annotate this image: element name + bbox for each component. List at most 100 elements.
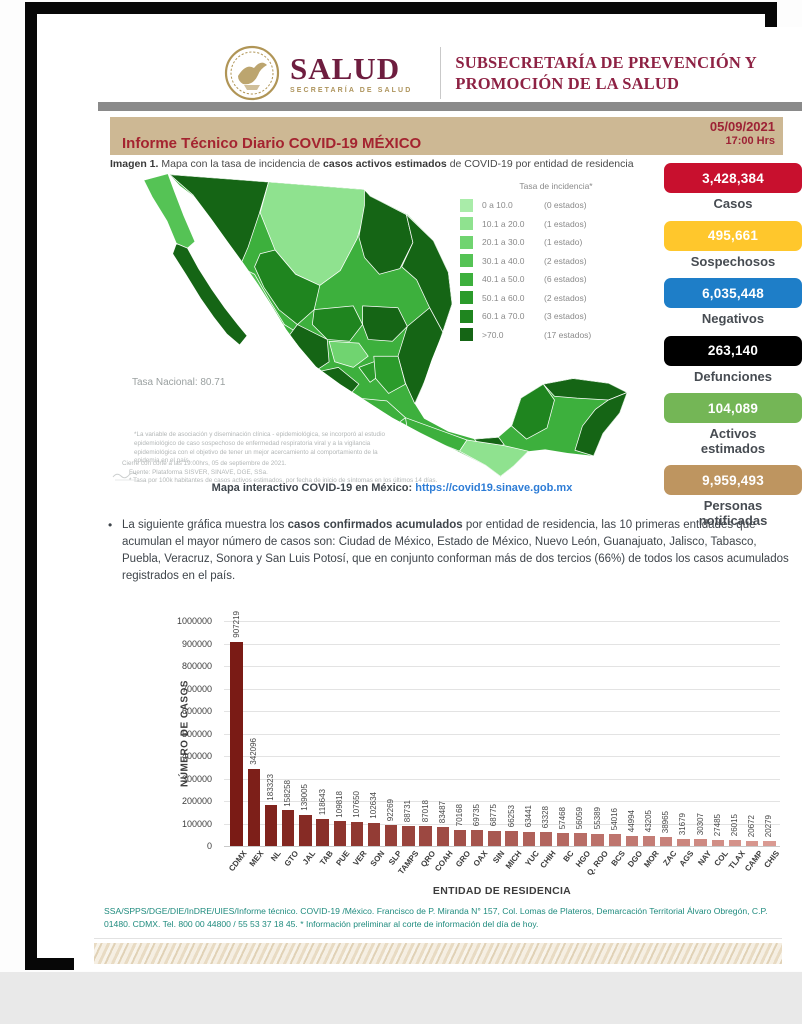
bar-column-SLP: 92269 SLP xyxy=(383,621,403,867)
bar-column-CAMP: 20672 CAMP xyxy=(743,621,765,873)
legend-row: 60.1 a 70.0 (3 estados) xyxy=(460,307,652,326)
bar xyxy=(436,827,450,846)
gridline xyxy=(224,711,780,712)
x-tick-label: COAH xyxy=(433,849,455,874)
stat-label: Negativos xyxy=(701,311,765,327)
y-tick-label: 300000 xyxy=(181,773,212,784)
stat-label: Defunciones xyxy=(693,368,772,384)
bar-column-SIN: 68775 SIN xyxy=(486,621,506,865)
stat-label: Casos xyxy=(713,196,753,211)
map-state-baja-california xyxy=(143,173,196,249)
bar xyxy=(453,830,467,846)
bar-value-label: 27485 xyxy=(712,813,722,836)
bar xyxy=(247,769,260,846)
header: SALUD SECRETARÍA DE SALUD SUBSECRETARÍA … xyxy=(224,41,757,105)
bar-value-label: 158258 xyxy=(283,779,293,807)
stat-value-pill: 3,428,384 xyxy=(664,163,802,193)
bar xyxy=(333,821,346,846)
interactive-map-link-line: Mapa interactivo COVID-19 en México: htt… xyxy=(112,482,672,494)
gridline xyxy=(224,801,780,802)
y-tick-label: 400000 xyxy=(181,751,212,761)
bar xyxy=(419,826,432,846)
bar-column-VER: 107650 VER xyxy=(348,621,369,868)
legend-count: (2 estados) xyxy=(544,255,587,266)
gridline xyxy=(224,621,780,622)
bar-value-label: 55389 xyxy=(592,807,602,830)
legend-row: 40.1 a 50.0 (6 estados) xyxy=(460,270,652,289)
bar-column-Q. ROO: 55389 Q. ROO xyxy=(585,621,610,877)
mexico-incidence-map: Tasa de incidencia* 0 a 10.0 (0 estados) 1… xyxy=(112,169,657,484)
y-tick-label: 0 xyxy=(206,841,212,851)
bar-value-label: 63328 xyxy=(540,805,550,828)
bar-value-label: 183323 xyxy=(265,774,275,801)
stat-value-pill: 6,035,448 xyxy=(664,278,802,309)
bar-column-TAMPS: 88731 TAMPS xyxy=(397,621,421,876)
map-footnote-2: Cierre con corte a las 19:00hrs, 05 de s… xyxy=(122,460,438,484)
interactive-map-link[interactable]: https://covid19.sinave.gob.mx xyxy=(415,482,573,494)
bar-column-COL: 27485 COL xyxy=(709,621,730,868)
bar-value-label: 56059 xyxy=(575,807,585,830)
bar-value-label: 26015 xyxy=(730,813,740,837)
stat-label: Sospechosos xyxy=(690,253,776,269)
bar-column-CDMX: 907219 CDMX xyxy=(227,611,249,873)
x-tick-label: CHIH xyxy=(538,849,559,870)
legend-range: 60.1 a 70.0 xyxy=(482,311,525,322)
bar xyxy=(746,841,759,846)
bar xyxy=(642,836,656,846)
bar-value-label: 68775 xyxy=(489,804,499,827)
x-tick-label: BC xyxy=(561,849,576,864)
bar-value-label: 20672 xyxy=(747,815,757,838)
bar-column-COAH: 83487 COAH xyxy=(433,621,455,873)
bar xyxy=(625,835,639,846)
report-title: Informe Técnico Diario COVID-19 MÉXICO xyxy=(122,135,422,152)
bar xyxy=(299,814,312,846)
image-caption: Imagen 1. Mapa con la tasa de incidencia… xyxy=(110,158,634,170)
gridline xyxy=(224,846,780,847)
report-footer-text: SSA/SPPS/DGE/DIE/InDRE/UIES/Informe técn… xyxy=(104,906,768,930)
stat-value-pill: 495,661 xyxy=(664,220,802,251)
salud-eagle-emblem-icon xyxy=(224,45,280,101)
map-state-zacatecas xyxy=(311,305,363,342)
gridline xyxy=(224,733,780,735)
report-time: 17:00 Hrs xyxy=(725,135,775,148)
legend-row: >70.0 (17 estados) xyxy=(460,326,652,345)
report-page: SALUD SECRETARÍA DE SALUD SUBSECRETARÍA … xyxy=(74,27,802,971)
bar xyxy=(316,819,329,846)
decorative-border-band xyxy=(94,943,782,964)
bar-column-MEX: 342096 MEX xyxy=(245,621,266,868)
legend-swatch xyxy=(460,217,473,231)
stat-label: Activos estimados xyxy=(700,426,766,456)
page-background xyxy=(0,972,802,1024)
bar xyxy=(694,839,707,846)
logo-subtitle: SECRETARÍA DE SALUD xyxy=(290,86,413,94)
cases-bar-chart: 907219 CDMX 342096 MEX 183323 NL 158258 GTO 1390… xyxy=(224,611,781,877)
y-tick-label: 600000 xyxy=(181,706,212,716)
x-tick-label: MEX xyxy=(248,849,266,869)
bar-column-AGS: 31679 AGS xyxy=(675,621,696,868)
bar-value-label: 69735 xyxy=(472,804,482,827)
bar-column-CHIH: 63328 CHIH xyxy=(537,621,558,870)
legend-count: (17 estados) xyxy=(544,329,592,340)
bar-column-BC: 57468 BC xyxy=(555,621,575,864)
x-tick-label: VER xyxy=(351,849,369,868)
header-separator-bar xyxy=(98,102,802,111)
bar-value-label: 102634 xyxy=(369,792,379,819)
bar xyxy=(505,831,518,846)
bar xyxy=(488,830,501,846)
legend-range: 50.1 a 60.0 xyxy=(482,292,525,303)
report-datetime: 05/09/2021 17:00 Hrs xyxy=(710,119,775,149)
x-tick-label: SON xyxy=(368,849,387,869)
legend-swatch xyxy=(460,328,473,342)
bar-column-JAL: 139005 JAL xyxy=(297,621,317,866)
stats-column: 3,428,384 Casos 495,661 Sospechosos 6,035,44… xyxy=(664,163,802,537)
x-tick-label: BCS xyxy=(609,849,627,868)
bar xyxy=(367,822,381,846)
map-state-coahuila xyxy=(358,189,414,275)
x-tick-label: TAB xyxy=(317,849,335,868)
logo-title: SALUD xyxy=(290,50,401,86)
bar-column-NAY: 30307 NAY xyxy=(692,621,713,867)
stat-personas: 9,959,493 Personas notificadas xyxy=(664,465,802,528)
stat-value-pill: 9,959,493 xyxy=(664,465,802,496)
bar xyxy=(264,804,278,846)
map-state-durango xyxy=(254,249,321,325)
